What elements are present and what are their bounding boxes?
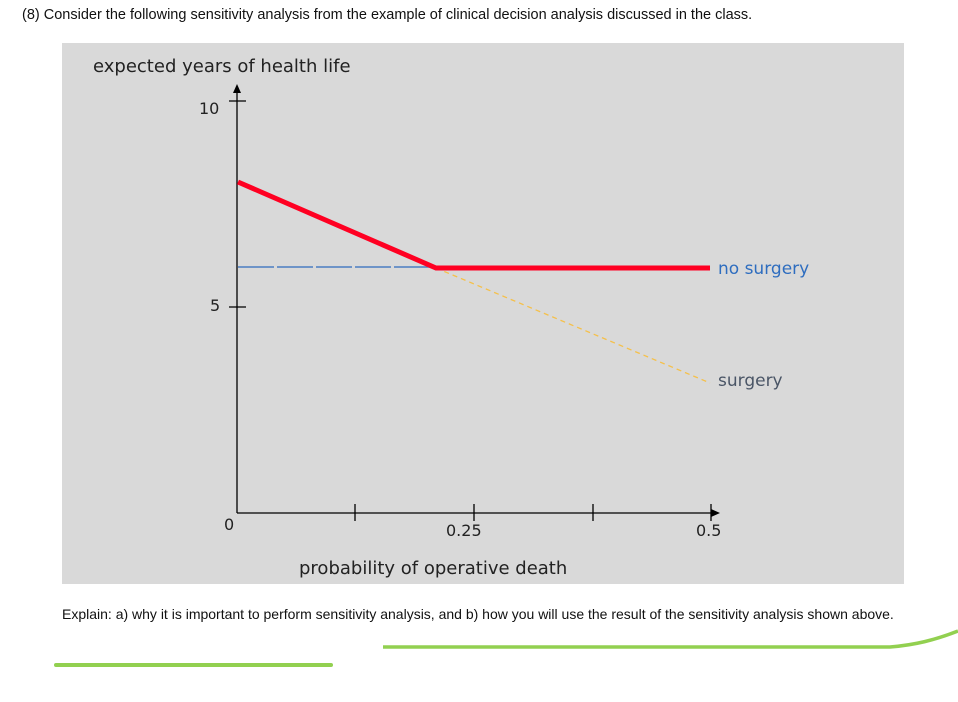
x-axis-arrow-icon — [711, 509, 720, 517]
legend-no-surgery: no surgery — [718, 259, 810, 279]
chart-panel — [62, 43, 904, 584]
y-axis-arrow-icon — [233, 84, 241, 93]
x-axis-label: probability of operative death — [299, 558, 568, 579]
legend-surgery: surgery — [718, 371, 783, 391]
x-tick-label-025: 0.25 — [446, 521, 482, 540]
optimal-strategy-line — [237, 179, 710, 271]
question-text: (8) Consider the following sensitivity a… — [22, 7, 753, 23]
green-underline-right — [383, 629, 958, 649]
green-underline-left — [54, 663, 333, 667]
x-tick-label-0: 0 — [224, 515, 235, 534]
x-tick-label-05: 0.5 — [696, 521, 722, 540]
y-tick-label-10: 10 — [199, 99, 220, 118]
surgery-line — [435, 267, 711, 384]
y-axis-label: expected years of health life — [93, 56, 351, 77]
explain-text: Explain: a) why it is important to perfo… — [62, 606, 894, 622]
y-tick-label-5: 5 — [210, 296, 221, 315]
